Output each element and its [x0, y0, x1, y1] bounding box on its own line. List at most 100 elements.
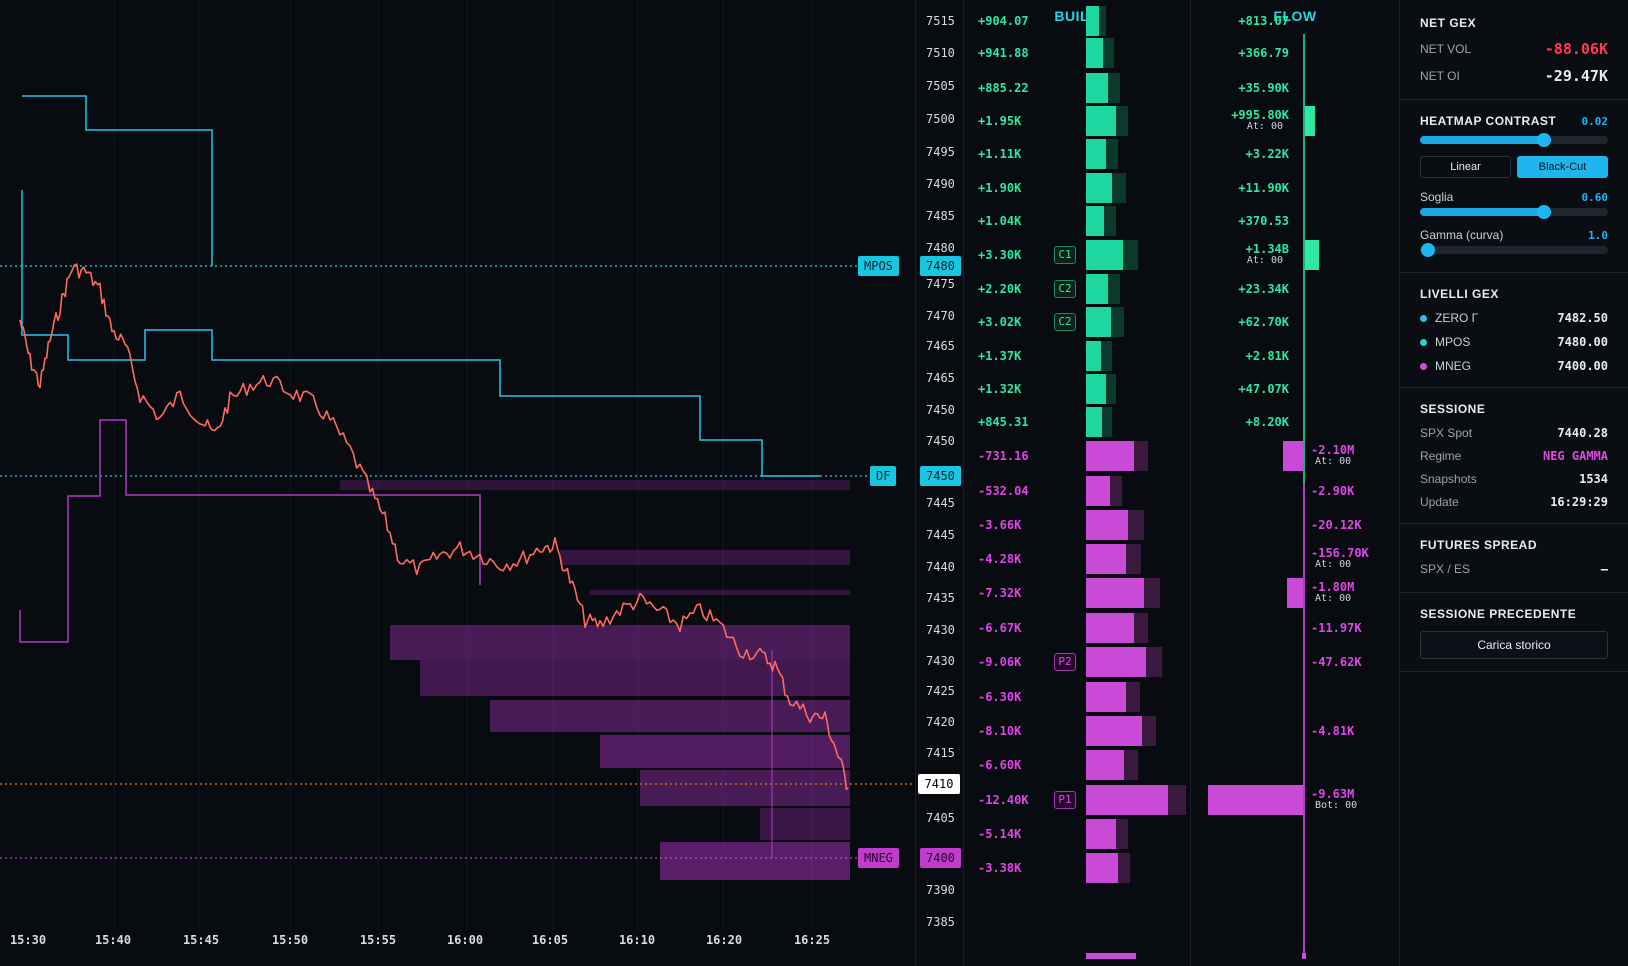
gamma-slider-knob[interactable]: [1420, 243, 1435, 257]
heatmap-band: [590, 590, 850, 595]
time-label: 16:05: [532, 933, 568, 947]
current-price-tag: 7410: [918, 774, 960, 794]
regime-row: Regime NEG GAMMA: [1420, 449, 1608, 463]
gamma-slider[interactable]: [1420, 243, 1608, 257]
price-tick: 7445: [926, 528, 955, 542]
build-value: -8.10K: [978, 724, 1022, 738]
build-row: -9.06K P2: [964, 647, 1190, 677]
flow-value: -2.90K: [1311, 484, 1355, 498]
flow-subvalue: At: 00: [1315, 593, 1352, 604]
build-row: -6.67K: [964, 613, 1190, 643]
build-row: +941.88: [964, 38, 1190, 68]
build-badge: P2: [1054, 653, 1076, 671]
build-badge: C1: [1054, 246, 1076, 264]
mode-blackcut-button[interactable]: Black-Cut: [1517, 156, 1608, 178]
build-row: -8.10K: [964, 716, 1190, 746]
build-row: -5.14K: [964, 819, 1190, 849]
flow-value: +23.34K: [1238, 282, 1289, 296]
flow-subvalue: Bot: 00: [1315, 800, 1358, 811]
build-bar: [1086, 476, 1110, 506]
livelli-item-name: MNEG: [1435, 359, 1471, 373]
build-value: +3.30K: [978, 248, 1022, 262]
livelli-section: LIVELLI GEX ZERO Γ 7482.50 MPOS 7480.00 MNEG…: [1400, 273, 1628, 388]
flow-row: +62.70K: [1191, 307, 1399, 337]
build-row: +1.95K: [964, 106, 1190, 136]
flow-bar: [1305, 106, 1315, 136]
flow-row: -9.63M Bot: 00: [1191, 785, 1399, 815]
build-value: -532.04: [978, 484, 1029, 498]
mneg-price-tag: 7400: [920, 848, 961, 868]
livelli-item-value: 7480.00: [1557, 335, 1608, 349]
build-row: -731.16: [964, 441, 1190, 471]
price-tick: 7500: [926, 112, 955, 126]
contrast-slider-fill: [1420, 136, 1545, 144]
build-row: -12.40K P1: [964, 785, 1190, 815]
flow-row: +813.07: [1191, 6, 1399, 36]
level-dot-icon: [1420, 339, 1427, 346]
flow-row: +11.90K: [1191, 173, 1399, 203]
build-bar: [1086, 578, 1144, 608]
price-tick: 7405: [926, 811, 955, 825]
build-bar: [1086, 173, 1112, 203]
flow-value: +370.53: [1238, 214, 1289, 228]
load-history-button[interactable]: Carica storico: [1420, 631, 1608, 659]
build-bar: [1086, 682, 1126, 712]
sessione-section: SESSIONE SPX Spot 7440.28 Regime NEG GAMMA…: [1400, 388, 1628, 524]
build-value: +1.04K: [978, 214, 1022, 228]
livelli-item-label: MNEG: [1420, 359, 1471, 373]
flow-row: +2.81K: [1191, 341, 1399, 371]
futures-label: SPX / ES: [1420, 562, 1471, 576]
heatmap-band: [760, 808, 850, 840]
price-tick: 7415: [926, 746, 955, 760]
futures-value: –: [1600, 562, 1608, 576]
build-bar: [1086, 307, 1111, 337]
build-value: +1.32K: [978, 382, 1022, 396]
build-value: +1.95K: [978, 114, 1022, 128]
flow-zero-axis: [1303, 484, 1305, 954]
build-bar: [1086, 38, 1103, 68]
build-value: -3.66K: [978, 518, 1022, 532]
time-label: 15:40: [95, 933, 131, 947]
build-value: -6.30K: [978, 690, 1022, 704]
soglia-slider-knob[interactable]: [1537, 205, 1552, 219]
flow-row: -1.80M At: 00: [1191, 578, 1399, 608]
soglia-slider[interactable]: [1420, 205, 1608, 219]
price-tick: 7480: [926, 241, 955, 255]
gamma-label: Gamma (curva): [1420, 228, 1504, 242]
heatmap-band: [390, 625, 850, 660]
contrast-slider-knob[interactable]: [1537, 133, 1552, 147]
flow-subvalue: At: 00: [1315, 559, 1352, 570]
mode-toggle: Linear Black-Cut: [1420, 156, 1608, 178]
mode-linear-button[interactable]: Linear: [1420, 156, 1511, 178]
price-tick: 7440: [926, 560, 955, 574]
precedente-section: SESSIONE PRECEDENTE Carica storico: [1400, 593, 1628, 672]
build-bar: [1086, 374, 1106, 404]
price-tick: 7490: [926, 177, 955, 191]
build-bar: [1086, 716, 1142, 746]
build-badge: P1: [1054, 791, 1076, 809]
build-bar: [1086, 274, 1108, 304]
time-label: 16:25: [794, 933, 830, 947]
flow-row: -11.97K: [1191, 613, 1399, 643]
flow-row: -4.81K: [1191, 716, 1399, 746]
build-bar: [1086, 73, 1108, 103]
flow-row: [1191, 682, 1399, 712]
build-bar: [1086, 647, 1146, 677]
flow-row: +370.53: [1191, 206, 1399, 236]
build-row: -3.66K: [964, 510, 1190, 540]
build-bar: [1086, 750, 1124, 780]
contrast-slider[interactable]: [1420, 133, 1608, 147]
precedente-title: SESSIONE PRECEDENTE: [1420, 607, 1577, 621]
flow-value: +995.80K: [1231, 108, 1289, 122]
futures-section: FUTURES SPREAD SPX / ES –: [1400, 524, 1628, 593]
build-row: +3.02K C2: [964, 307, 1190, 337]
build-value: +1.37K: [978, 349, 1022, 363]
regime-value: NEG GAMMA: [1542, 449, 1608, 463]
time-label: 15:50: [272, 933, 308, 947]
build-bar: [1086, 785, 1168, 815]
price-tick: 7470: [926, 309, 955, 323]
price-chart[interactable]: 15:30 15:40 15:45 15:50 15:55 16:00 16:05 16:10…: [0, 0, 915, 966]
price-tick: 7450: [926, 403, 955, 417]
price-tick: 7390: [926, 883, 955, 897]
soglia-row: Soglia 0.60: [1420, 190, 1608, 204]
